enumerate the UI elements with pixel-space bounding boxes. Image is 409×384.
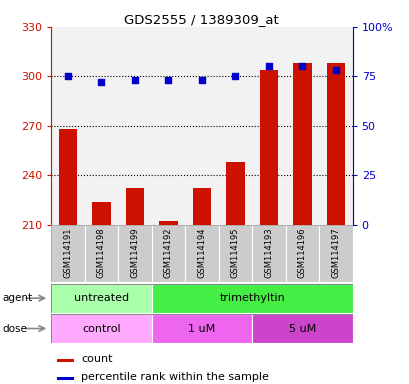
Text: GSM114195: GSM114195 [230,228,239,278]
Bar [58,129,77,225]
Bar [159,221,177,225]
Bar [259,70,277,225]
Bar [85,225,118,282]
Bar [51,314,151,343]
Bar [92,202,110,225]
Text: count: count [81,354,112,364]
Text: GSM114191: GSM114191 [63,228,72,278]
Bar [192,189,211,225]
Bar [185,225,218,282]
Bar [151,27,185,225]
Bar [57,377,74,380]
Bar [151,314,252,343]
Text: percentile rank within the sample: percentile rank within the sample [81,372,269,382]
Bar [57,359,74,362]
Bar [51,284,151,313]
Text: GSM114194: GSM114194 [197,228,206,278]
Bar [85,27,118,225]
Bar [51,27,85,225]
Text: GSM114199: GSM114199 [130,228,139,278]
Text: GSM114198: GSM114198 [97,228,106,278]
Bar [51,225,85,282]
Point [165,77,171,83]
Text: GSM114193: GSM114193 [264,228,273,278]
Text: untreated: untreated [74,293,129,303]
Point [98,79,105,85]
Text: GSM114192: GSM114192 [164,228,173,278]
Text: 5 uM: 5 uM [288,323,315,334]
Point [265,63,272,70]
Point [299,63,305,70]
Bar [218,225,252,282]
Bar [118,27,151,225]
Text: GDS2555 / 1389309_at: GDS2555 / 1389309_at [123,13,278,26]
Bar [292,63,311,225]
Bar [318,225,352,282]
Text: control: control [82,323,121,334]
Bar [185,27,218,225]
Point [231,73,238,79]
Bar [118,225,151,282]
Text: agent: agent [2,293,32,303]
Text: trimethyltin: trimethyltin [219,293,284,303]
Bar [252,27,285,225]
Text: GSM114196: GSM114196 [297,228,306,278]
Text: 1 uM: 1 uM [188,323,215,334]
Bar [151,284,352,313]
Bar [318,27,352,225]
Bar [151,225,185,282]
Bar [126,189,144,225]
Bar [218,27,252,225]
Bar [226,162,244,225]
Point [131,77,138,83]
Bar [326,63,344,225]
Point [332,67,338,73]
Bar [252,314,352,343]
Point [65,73,71,79]
Bar [252,225,285,282]
Point [198,77,204,83]
Text: dose: dose [2,323,27,334]
Bar [285,225,318,282]
Bar [285,27,318,225]
Text: GSM114197: GSM114197 [330,228,339,278]
